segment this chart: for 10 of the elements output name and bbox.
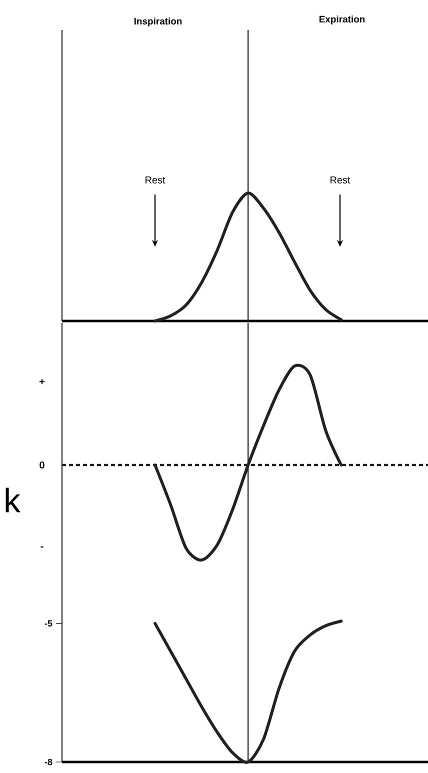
y-tick-label: -8 [44, 758, 52, 766]
text: k [6, 488, 21, 512]
text: - [40, 546, 44, 548]
y-tick-label: -5 [44, 620, 52, 627]
text: + [40, 379, 45, 384]
text: Expiration [320, 16, 365, 24]
text: 0 [40, 461, 44, 469]
text: Rest [146, 176, 166, 184]
text: Rest [330, 176, 350, 184]
text: Inspiration [134, 18, 182, 26]
